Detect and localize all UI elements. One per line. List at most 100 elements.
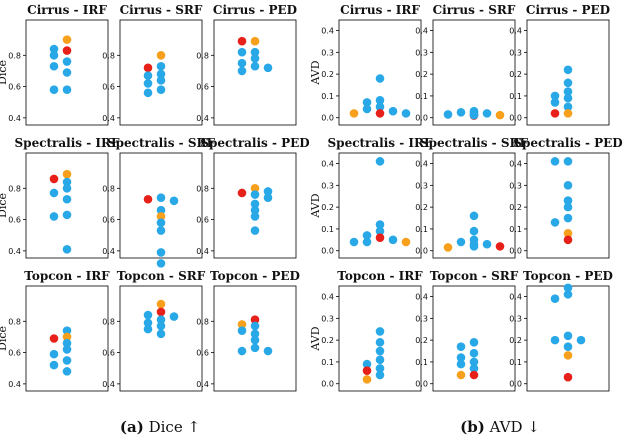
subplot: Topcon - SRF 0.4 0.6 0.8 — [102, 269, 206, 392]
data-point — [563, 228, 573, 238]
subplot-title: Spectralis - PED — [200, 136, 309, 150]
data-point — [250, 226, 260, 235]
y-tick-label: 0.6 — [196, 349, 209, 358]
data-point — [62, 245, 72, 254]
y-tick-label: 0.1 — [321, 92, 334, 101]
data-point — [388, 235, 398, 245]
plot-frame — [526, 19, 610, 126]
y-tick-label: 0.4 — [8, 114, 21, 123]
data-point — [62, 68, 72, 77]
data-point — [482, 239, 492, 249]
data-point — [250, 54, 260, 63]
data-point — [62, 183, 72, 193]
data-point — [563, 351, 573, 360]
data-point — [250, 190, 260, 199]
data-point — [375, 346, 385, 356]
data-point — [143, 63, 153, 73]
subplot: Cirrus - SRF 0.4 0.6 0.8 — [102, 3, 203, 126]
data-point — [456, 342, 466, 351]
data-point — [156, 205, 166, 215]
data-point — [143, 79, 153, 88]
subplot-title: Topcon - PED — [210, 269, 300, 283]
data-point — [263, 193, 273, 202]
subplot: Spectralis - IRF 0.0 0.1 0.2 0.3 0.4 AVD — [309, 136, 433, 259]
data-point — [143, 194, 153, 204]
data-point — [250, 335, 260, 345]
data-point — [156, 259, 166, 268]
y-tick-label: 0.1 — [415, 92, 428, 101]
y-tick-label: 0.1 — [415, 358, 428, 367]
data-point — [169, 196, 179, 206]
plot-frame — [119, 19, 203, 126]
y-tick-label: 0.1 — [321, 358, 334, 367]
y-tick-label: 0.4 — [415, 293, 428, 302]
figure-caption: (a) Dice ↑ — [120, 418, 200, 436]
y-tick-label: 0.4 — [196, 114, 209, 123]
data-point — [156, 299, 166, 309]
data-point — [143, 71, 153, 80]
y-axis-label: Dice — [0, 193, 9, 218]
subplot: Topcon - SRF 0.0 0.1 0.2 0.3 0.4 — [415, 269, 519, 392]
data-point — [49, 188, 59, 198]
y-tick-label: 0.2 — [415, 70, 428, 79]
data-point — [49, 360, 59, 370]
data-point — [62, 210, 72, 220]
data-point — [563, 372, 573, 382]
data-point — [469, 357, 479, 367]
data-point — [49, 44, 59, 54]
data-point — [250, 199, 260, 209]
y-axis-label: Dice — [0, 60, 9, 85]
y-axis-label: AVD — [309, 193, 322, 218]
data-point — [362, 98, 372, 107]
y-tick-label: 0.4 — [102, 380, 115, 389]
data-point — [49, 61, 59, 71]
data-point — [469, 107, 479, 117]
y-tick-label: 0.4 — [196, 247, 209, 256]
data-point — [237, 36, 247, 46]
y-tick-label: 0.4 — [196, 380, 209, 389]
data-point — [375, 355, 385, 365]
data-point — [62, 338, 72, 348]
data-point — [469, 370, 479, 380]
y-tick-label: 0.6 — [102, 349, 115, 358]
data-point — [62, 85, 72, 95]
subplot: Cirrus - SRF 0.0 0.1 0.2 0.3 0.4 — [415, 3, 516, 126]
data-point — [263, 63, 273, 73]
y-tick-label: 0.6 — [102, 216, 115, 225]
y-tick-label: 0.4 — [102, 114, 115, 123]
data-point — [62, 169, 72, 179]
y-tick-label: 0.3 — [509, 48, 522, 57]
data-point — [563, 102, 573, 112]
data-point — [482, 109, 492, 118]
data-point — [62, 356, 72, 365]
data-point — [49, 174, 59, 184]
data-point — [563, 157, 573, 166]
y-tick-label: 0.8 — [196, 184, 209, 193]
plot-frame — [119, 152, 203, 259]
subplot: Cirrus - PED 0.4 0.6 0.8 — [196, 3, 297, 126]
y-tick-label: 0.0 — [321, 114, 334, 123]
data-point — [375, 226, 385, 236]
y-tick-label: 0.4 — [321, 27, 334, 36]
data-point — [237, 320, 247, 329]
plot-frame — [526, 152, 610, 259]
y-tick-label: 0.1 — [509, 358, 522, 367]
data-point — [156, 69, 166, 79]
data-point — [375, 220, 385, 229]
data-point — [237, 326, 247, 335]
caption-text: AVD ↓ — [485, 418, 540, 436]
subplot-title: Topcon - SRF — [430, 269, 519, 283]
data-point — [401, 109, 411, 118]
caption-text: Dice ↑ — [144, 418, 200, 436]
data-point — [443, 110, 453, 119]
plot-frame — [119, 285, 203, 392]
data-point — [563, 109, 573, 118]
plot-frame — [213, 152, 297, 259]
subplot-title: Cirrus - IRF — [340, 3, 420, 17]
y-tick-label: 0.0 — [415, 380, 428, 389]
subplot: Spectralis - SRF 0.0 0.1 0.2 0.3 0.4 — [415, 136, 528, 259]
data-point — [263, 187, 273, 196]
data-point — [362, 375, 372, 384]
y-tick-label: 0.6 — [8, 83, 21, 92]
